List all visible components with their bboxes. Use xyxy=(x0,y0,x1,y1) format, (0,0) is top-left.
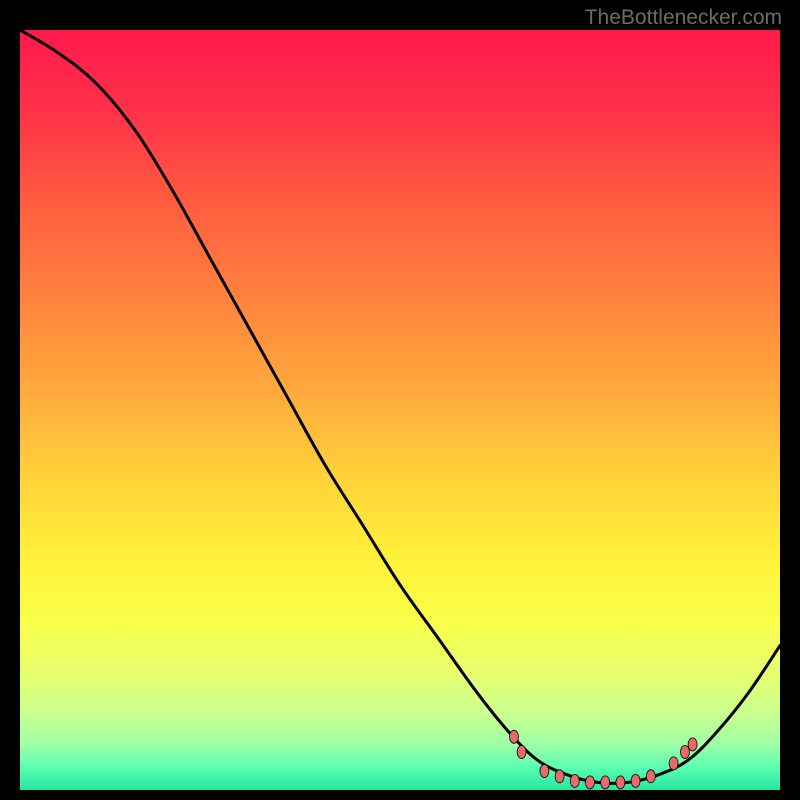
marker-point xyxy=(688,738,697,751)
marker-point xyxy=(540,765,549,778)
marker-point xyxy=(681,746,690,759)
marker-point xyxy=(586,776,595,789)
marker-point xyxy=(570,774,579,787)
gradient-background xyxy=(20,30,780,790)
marker-point xyxy=(517,746,526,759)
chart-svg xyxy=(20,30,780,790)
chart-container: TheBottlenecker.com xyxy=(0,0,800,800)
marker-point xyxy=(601,776,610,789)
watermark-text: TheBottlenecker.com xyxy=(585,6,782,30)
marker-point xyxy=(616,776,625,789)
marker-point xyxy=(510,730,519,743)
marker-point xyxy=(646,770,655,783)
marker-point xyxy=(631,774,640,787)
plot-area xyxy=(20,30,780,790)
marker-point xyxy=(669,757,678,770)
marker-point xyxy=(555,770,564,783)
